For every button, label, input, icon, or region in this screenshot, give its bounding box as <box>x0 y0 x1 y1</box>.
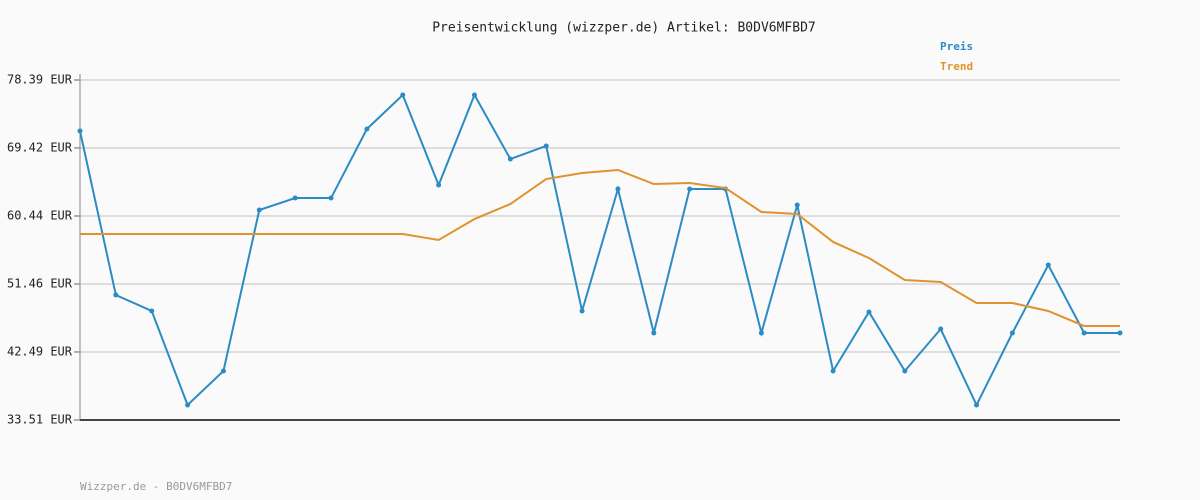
point <box>1045 262 1051 268</box>
point <box>471 92 477 98</box>
point <box>651 330 657 336</box>
point <box>436 182 442 188</box>
point <box>902 368 908 374</box>
point <box>579 308 585 314</box>
point <box>866 309 872 315</box>
point <box>543 143 549 149</box>
point <box>364 126 370 132</box>
y-tick-label: 51.46 EUR <box>7 277 73 291</box>
point <box>687 186 693 192</box>
series-line <box>79 92 1120 408</box>
footer: Wizzper.de - B0DV6MFBD7 <box>80 480 232 493</box>
legend-label: Trend <box>940 60 973 73</box>
chart-title: Preisentwicklung (wizzper.de) Artikel: B… <box>432 21 816 36</box>
point <box>938 326 944 332</box>
y-tick-label: 60.44 EUR <box>7 208 73 222</box>
point <box>77 128 83 134</box>
point <box>328 195 334 201</box>
point <box>758 330 764 336</box>
point <box>1081 330 1087 336</box>
point <box>220 368 226 374</box>
point <box>1117 330 1123 336</box>
y-tick-label: 69.42 EUR <box>7 140 73 154</box>
point <box>830 368 836 374</box>
point <box>113 292 119 298</box>
point <box>1009 330 1015 336</box>
point <box>185 402 191 408</box>
point <box>149 308 155 314</box>
point <box>400 92 406 98</box>
series-line <box>80 168 1120 327</box>
point <box>507 156 513 162</box>
point <box>794 202 800 208</box>
y-tick-label: 33.51 EUR <box>7 413 73 427</box>
point <box>292 195 298 201</box>
point <box>615 186 621 192</box>
point <box>256 207 262 213</box>
y-tick-label: 42.49 EUR <box>7 344 73 358</box>
point <box>974 402 980 408</box>
y-tick-label: 78.39 EUR <box>7 73 73 87</box>
legend-label: Preis <box>940 40 973 53</box>
